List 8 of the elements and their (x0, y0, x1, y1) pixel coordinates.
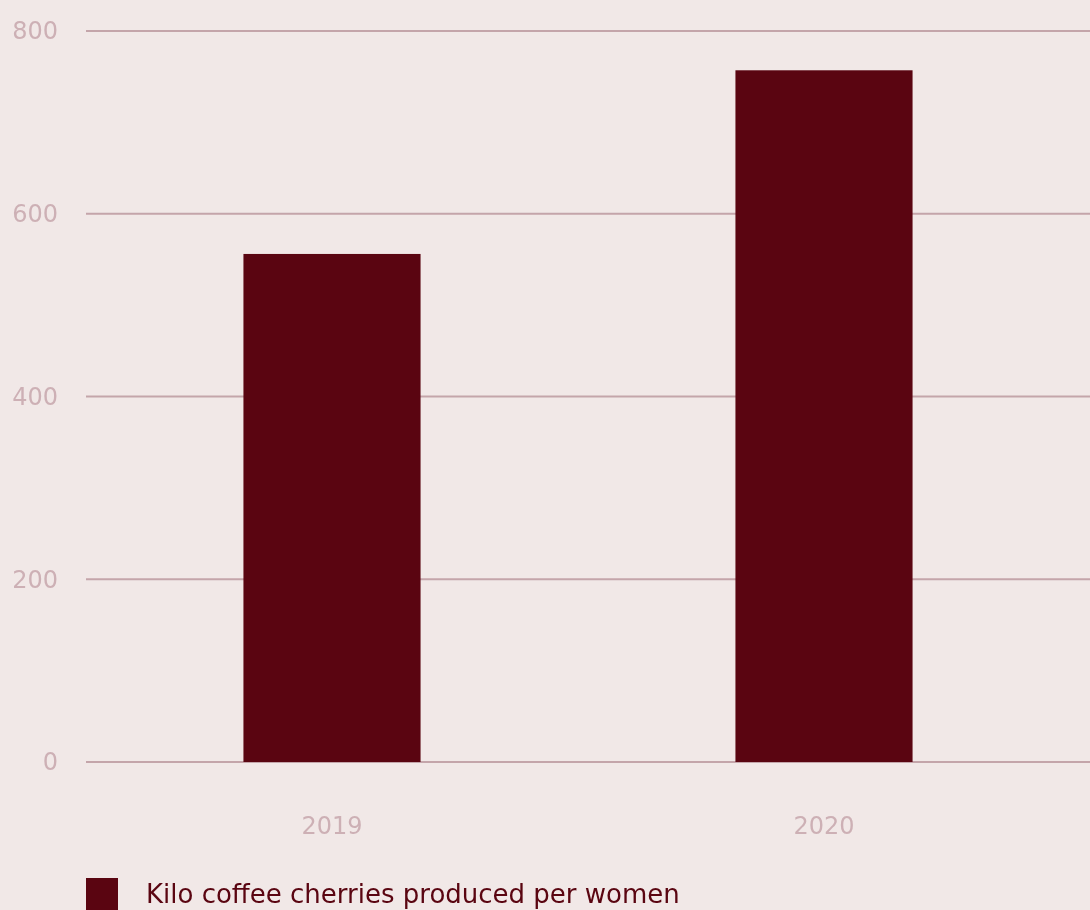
y-tick-label: 0 (42, 748, 58, 777)
x-tick-label: 2019 (301, 812, 363, 840)
y-tick-label: 800 (12, 17, 58, 46)
y-tick-label: 600 (12, 200, 58, 229)
y-tick-label: 200 (12, 565, 58, 594)
x-tick-label: 2020 (793, 812, 855, 840)
legend-label: Kilo coffee cherries produced per women (146, 879, 680, 910)
y-tick-label: 400 (12, 382, 58, 411)
